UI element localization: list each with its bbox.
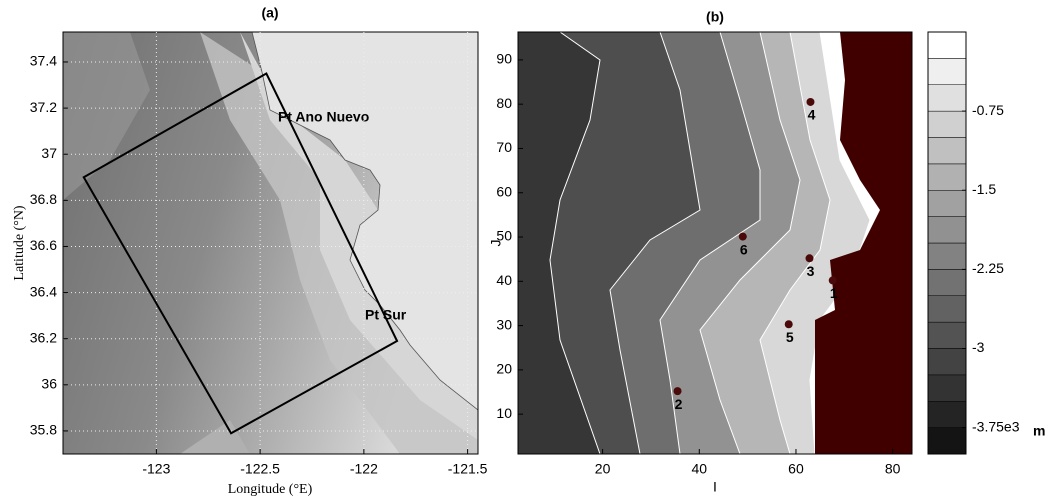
x-tick-label: 40 <box>691 461 707 477</box>
y-tick-label: 36.6 <box>30 237 57 253</box>
y-tick-label: 37.4 <box>30 53 57 69</box>
x-tick-label: -123 <box>142 461 170 477</box>
x-tick-label: 20 <box>595 461 611 477</box>
x-tick-label: -122 <box>350 461 378 477</box>
annotation: Pt Ano Nuevo <box>278 109 369 125</box>
colorbar-tick-label: -3 <box>972 339 985 355</box>
colorbar-tick-label: -3.75e3 <box>972 418 1020 434</box>
station <box>806 97 815 106</box>
station-label: 4 <box>808 107 816 123</box>
y-tick-label: 90 <box>496 51 512 67</box>
bathymetry <box>63 32 478 454</box>
x-tick-label: 60 <box>788 461 804 477</box>
depth-contours <box>518 32 912 454</box>
x-tick-label: -121.5 <box>448 461 488 477</box>
y-tick-label: 36.8 <box>30 191 57 207</box>
station-label: 1 <box>830 285 838 301</box>
panel-title: (b) <box>706 9 724 25</box>
colorbar-tick-label: -0.75 <box>972 102 1004 118</box>
station-label: 3 <box>807 263 815 279</box>
y-tick-label: 30 <box>496 316 512 332</box>
y-tick-label: 10 <box>496 405 512 421</box>
station <box>738 232 747 241</box>
colorbar-unit: m <box>1033 422 1045 438</box>
colorbar-band <box>927 295 967 323</box>
station-label: 2 <box>675 396 683 412</box>
annotation: Pt Sur <box>365 307 407 323</box>
colorbar-band <box>927 190 967 217</box>
station-label: 6 <box>740 241 748 257</box>
y-tick-label: 36.2 <box>30 329 57 345</box>
y-tick-label: 60 <box>496 183 512 199</box>
domain-boundary <box>82 72 399 435</box>
colorbar-band <box>927 163 967 191</box>
colorbar-band <box>927 137 967 165</box>
station <box>828 276 837 285</box>
y-tick-label: 70 <box>496 139 512 155</box>
y-tick-label: 40 <box>496 272 512 288</box>
y-axis-label: J <box>488 240 504 247</box>
colorbar-band <box>927 110 967 138</box>
y-tick-label: 36 <box>41 376 57 392</box>
station <box>673 387 682 396</box>
station-label: 5 <box>786 329 794 345</box>
x-axis-label: Longitude (°E) <box>228 482 313 497</box>
y-tick-label: 36.4 <box>30 283 57 299</box>
station <box>784 320 793 329</box>
colorbar-band <box>927 374 967 402</box>
x-axis-label: I <box>713 479 717 495</box>
colorbar-tick-label: -2.25 <box>972 260 1004 276</box>
y-axis-label: Latitude (°N) <box>12 205 27 281</box>
colorbar-band <box>927 427 967 455</box>
colorbar-band <box>927 321 967 349</box>
colorbar-tick-label: -1.5 <box>972 181 996 197</box>
colorbar-band <box>927 58 967 85</box>
x-tick-label: 80 <box>885 461 901 477</box>
y-tick-label: 20 <box>496 361 512 377</box>
panel-title: (a) <box>261 5 278 21</box>
colorbar-band <box>927 269 967 296</box>
y-tick-label: 37.2 <box>30 99 57 115</box>
colorbar-band <box>927 401 967 428</box>
y-tick-label: 35.8 <box>30 422 57 438</box>
colorbar-band <box>927 31 967 59</box>
colorbar-band <box>927 216 967 244</box>
y-tick-label: 80 <box>496 95 512 111</box>
colorbar-frame <box>927 31 967 455</box>
colorbar-band <box>927 84 967 112</box>
colorbar-band <box>927 348 967 376</box>
station <box>805 254 814 263</box>
colorbar-band <box>927 242 967 270</box>
axes-frame <box>62 31 479 455</box>
y-tick-label: 50 <box>496 228 512 244</box>
x-tick-label: -122.5 <box>240 461 280 477</box>
y-tick-label: 37 <box>41 145 57 161</box>
axes-frame <box>517 31 913 455</box>
